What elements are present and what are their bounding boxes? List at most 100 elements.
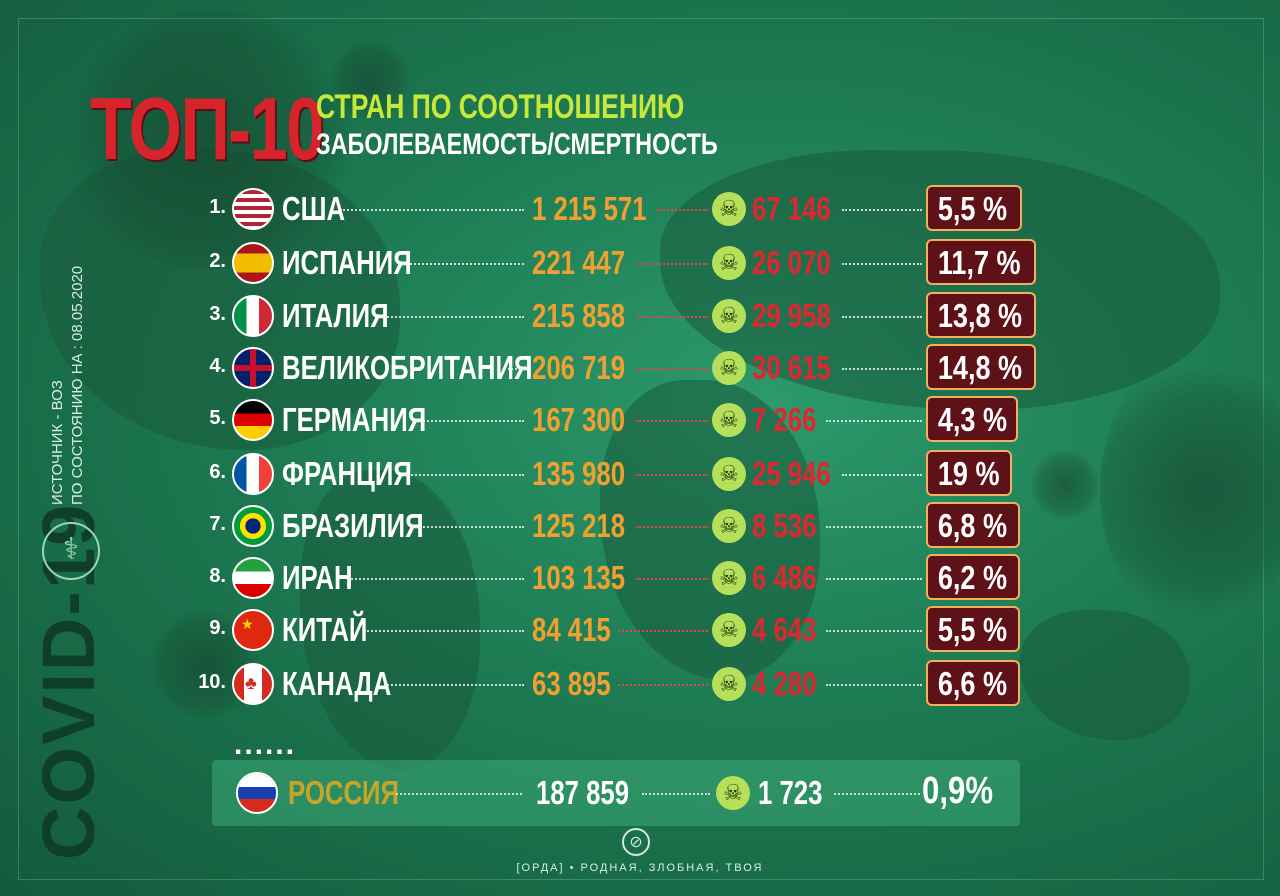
dotted-leader	[404, 474, 524, 476]
rank-number: 9.	[209, 617, 226, 639]
ratio-value: 4,3 %	[937, 401, 1008, 438]
skull-icon: ☠	[712, 509, 746, 543]
dotted-leader	[826, 526, 922, 528]
deaths-value: 4 643	[752, 611, 817, 648]
rank-number: 4.	[209, 355, 226, 377]
deaths-value: 25 946	[752, 455, 831, 492]
dotted-leader	[412, 420, 524, 422]
table-row: 5. ГЕРМАНИЯ 167 300 ☠ 7 266 4,3 %	[0, 395, 1280, 447]
dotted-leader	[842, 209, 922, 211]
who-emblem-icon: ⚕	[42, 522, 100, 580]
dotted-leader	[636, 474, 708, 476]
dotted-leader	[842, 474, 922, 476]
country-name: БРАЗИЛИЯ	[282, 507, 424, 544]
map-south-america	[300, 470, 480, 770]
flag-russia-icon	[236, 772, 278, 814]
table-row: 6. ФРАНЦИЯ 135 980 ☠ 25 946 19 %	[0, 449, 1280, 501]
table-row: 2. ИСПАНИЯ 221 447 ☠ 26 070 11,7 %	[0, 238, 1280, 290]
ratio-badge: 6,6 %	[926, 660, 1020, 706]
skull-icon: ☠	[712, 613, 746, 647]
deaths-value: 6 486	[752, 559, 817, 596]
dotted-leader	[834, 793, 920, 795]
ratio-badge: 13,8 %	[926, 292, 1036, 338]
country-name: КИТАЙ	[282, 611, 368, 648]
country-name: ИТАЛИЯ	[282, 297, 389, 334]
dotted-leader	[636, 526, 708, 528]
country-name: США	[282, 190, 346, 227]
rank-number: 10.	[198, 671, 226, 693]
ratio-badge: 6,2 %	[926, 554, 1020, 600]
dotted-leader	[364, 630, 524, 632]
skull-icon: ☠	[712, 667, 746, 701]
dotted-leader	[396, 793, 522, 795]
ratio-value: 6,6 %	[937, 665, 1008, 702]
deaths-value: 8 536	[752, 507, 817, 544]
dotted-leader	[384, 684, 524, 686]
ratio-value: 14,8 %	[937, 349, 1023, 386]
virus-decoration	[1100, 350, 1280, 630]
table-row: 1. США 1 215 571 ☠ 67 146 5,5 %	[0, 184, 1280, 236]
ratio-value: 5,5 %	[937, 190, 1008, 227]
flag-china-icon: ★	[232, 609, 274, 651]
rank-number: 8.	[209, 565, 226, 587]
dotted-leader	[842, 368, 922, 370]
rank-number: 2.	[209, 250, 226, 272]
ratio-badge: 5,5 %	[926, 185, 1022, 231]
table-row: 9. ★ КИТАЙ 84 415 ☠ 4 643 5,5 %	[0, 605, 1280, 657]
russia-row: РОССИЯ 187 859 ☠ 1 723 0,9%	[0, 768, 1280, 820]
rank-number: 7.	[209, 513, 226, 535]
ratio-badge: 4,3 %	[926, 396, 1018, 442]
deaths-value: 30 615	[752, 349, 831, 386]
rank-number: 1.	[209, 196, 226, 218]
ratio-value: 6,2 %	[937, 559, 1008, 596]
ratio-badge: 6,8 %	[926, 502, 1020, 548]
ratio-badge: 11,7 %	[926, 239, 1036, 285]
flag-france-icon	[232, 453, 274, 495]
skull-icon: ☠	[712, 457, 746, 491]
cases-value: 103 135	[532, 559, 626, 596]
orda-logo-icon: ⊘	[622, 828, 650, 856]
flag-brazil-icon	[232, 505, 274, 547]
dotted-leader	[398, 263, 524, 265]
cases-value: 206 719	[532, 349, 626, 386]
table-row: 8. ИРАН 103 135 ☠ 6 486 6,2 %	[0, 553, 1280, 605]
title-top10: ТОП-10	[90, 79, 324, 178]
flag-iran-icon	[232, 557, 274, 599]
dotted-leader	[826, 684, 922, 686]
flag-spain-icon	[232, 242, 274, 284]
title-subtitle-1: СТРАН ПО СООТНОШЕНИЮ	[316, 88, 685, 126]
cases-value: 84 415	[532, 611, 611, 648]
flag-uk-icon	[232, 347, 274, 389]
virus-decoration	[60, 10, 360, 270]
dotted-leader	[412, 526, 524, 528]
ellipsis: ......	[234, 728, 297, 761]
ratio-badge: 19 %	[926, 450, 1012, 496]
table-row: 7. БРАЗИЛИЯ 125 218 ☠ 8 536 6,8 %	[0, 501, 1280, 553]
dotted-leader	[636, 420, 708, 422]
dotted-leader	[348, 578, 524, 580]
skull-icon: ☠	[712, 192, 746, 226]
rank-number: 6.	[209, 461, 226, 483]
cases-value: 221 447	[532, 244, 626, 281]
dotted-leader	[842, 263, 922, 265]
cases-value: 63 895	[532, 665, 611, 702]
dotted-leader	[642, 793, 710, 795]
ratio-value: 11,7 %	[937, 244, 1021, 281]
country-name: ИСПАНИЯ	[282, 244, 412, 281]
dotted-leader	[656, 209, 708, 211]
skull-icon: ☠	[712, 403, 746, 437]
russia-deaths: 1 723	[758, 774, 823, 811]
dotted-leader	[636, 368, 708, 370]
cases-value: 125 218	[532, 507, 626, 544]
footer-text: [ОРДА] • РОДНАЯ, ЗЛОБНАЯ, ТВОЯ	[516, 862, 764, 874]
ratio-badge: 5,5 %	[926, 606, 1020, 652]
dotted-leader	[842, 316, 922, 318]
table-row: 10. ♣ КАНАДА 63 895 ☠ 4 280 6,6 %	[0, 659, 1280, 711]
skull-icon: ☠	[716, 776, 750, 810]
deaths-value: 67 146	[752, 190, 831, 227]
dotted-leader	[380, 316, 524, 318]
russia-cases: 187 859	[536, 774, 630, 811]
skull-icon: ☠	[712, 299, 746, 333]
cases-value: 215 858	[532, 297, 626, 334]
skull-icon: ☠	[712, 246, 746, 280]
